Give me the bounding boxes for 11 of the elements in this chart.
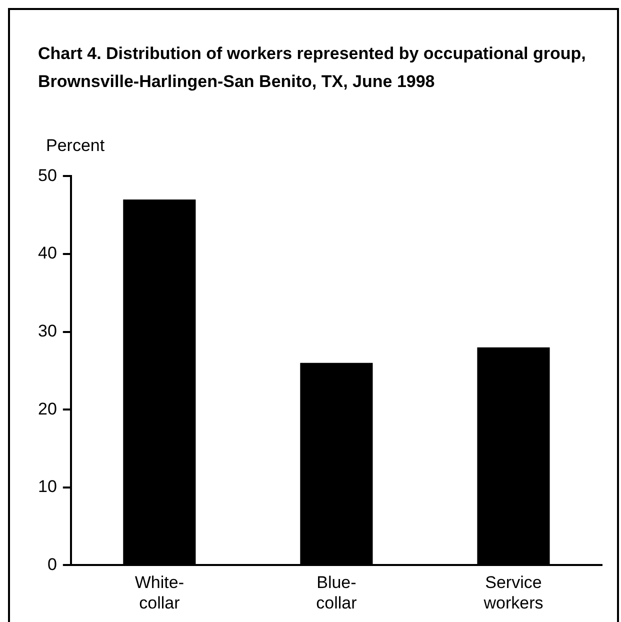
chart-title: Chart 4. Distribution of workers represented by occupational group, Brownsville-Harlingen-San Benito, TX, June 1998 xyxy=(38,43,587,93)
x-tick-label: Service workers xyxy=(482,573,544,612)
y-tick-label: 30 xyxy=(38,321,57,340)
x-tick-label: Blue-collar xyxy=(316,573,358,612)
y-tick-label: 20 xyxy=(38,399,57,418)
y-axis-title: Percent xyxy=(46,136,105,156)
y-tick-label: 0 xyxy=(47,554,57,574)
y-tick-label: 50 xyxy=(38,166,57,185)
y-tick-label: 10 xyxy=(38,477,57,496)
y-tick-label: 40 xyxy=(38,244,57,263)
x-tick-label: White-collar xyxy=(134,573,184,612)
